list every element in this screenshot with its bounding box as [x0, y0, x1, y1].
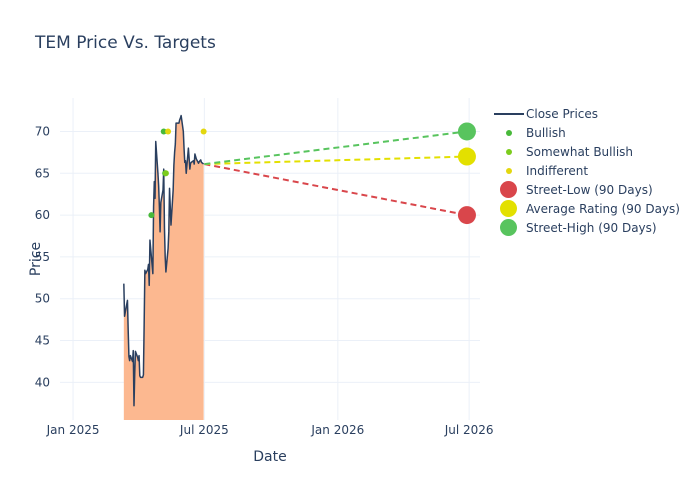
x-tick-label: Jan 2025 [46, 423, 100, 437]
x-tick-label: Jul 2025 [179, 423, 229, 437]
legend-label: Average Rating (90 Days) [526, 201, 680, 216]
target-marker [457, 122, 476, 141]
rating-point [200, 128, 207, 135]
y-tick-label: 40 [35, 375, 50, 389]
y-tick-label: 70 [35, 124, 50, 138]
legend-label: Close Prices [526, 106, 599, 121]
legend-line-symbol [492, 104, 526, 123]
rating-point [148, 212, 155, 219]
legend-dot-symbol [492, 142, 526, 161]
legend-item-bullish[interactable]: Bullish [492, 123, 680, 142]
legend-label: Somewhat Bullish [526, 144, 634, 159]
legend-label: Street-Low (90 Days) [526, 182, 653, 197]
legend-item-average-rating[interactable]: Average Rating (90 Days) [492, 199, 680, 218]
x-tick-label: Jul 2026 [444, 423, 494, 437]
rating-point [160, 128, 167, 135]
legend-marker-symbol [492, 218, 526, 237]
rating-point [162, 170, 169, 177]
legend-item-street-high[interactable]: Street-High (90 Days) [492, 218, 680, 237]
rating-point [165, 128, 172, 135]
legend-dot-symbol [492, 123, 526, 142]
target-line [204, 130, 468, 166]
legend: Close Prices Bullish Somewhat Bullish In… [492, 104, 680, 237]
x-axis-title: Date [253, 449, 286, 465]
target-marker [457, 206, 476, 225]
legend-marker-symbol [492, 180, 526, 199]
legend-item-close-prices[interactable]: Close Prices [492, 104, 680, 123]
x-tick-label: Jan 2026 [310, 423, 364, 437]
y-tick-label: 60 [35, 208, 50, 222]
legend-item-street-low[interactable]: Street-Low (90 Days) [492, 180, 680, 199]
legend-label: Indifferent [526, 163, 589, 178]
y-tick-label: 45 [35, 334, 50, 348]
close-price-area [123, 115, 204, 420]
y-axis-title: Price [28, 242, 44, 276]
target-line [204, 155, 467, 166]
legend-item-somewhat-bullish[interactable]: Somewhat Bullish [492, 142, 680, 161]
legend-marker-symbol [492, 199, 526, 218]
y-tick-label: 65 [35, 166, 50, 180]
legend-dot-symbol [492, 161, 526, 180]
close-price-line [123, 114, 205, 407]
y-tick-label: 55 [35, 250, 50, 264]
target-line [204, 163, 468, 217]
legend-label: Bullish [526, 125, 566, 140]
y-tick-label: 50 [35, 292, 50, 306]
target-marker [457, 147, 476, 166]
chart-title: TEM Price Vs. Targets [35, 33, 216, 53]
legend-label: Street-High (90 Days) [526, 220, 657, 235]
legend-item-indifferent[interactable]: Indifferent [492, 161, 680, 180]
